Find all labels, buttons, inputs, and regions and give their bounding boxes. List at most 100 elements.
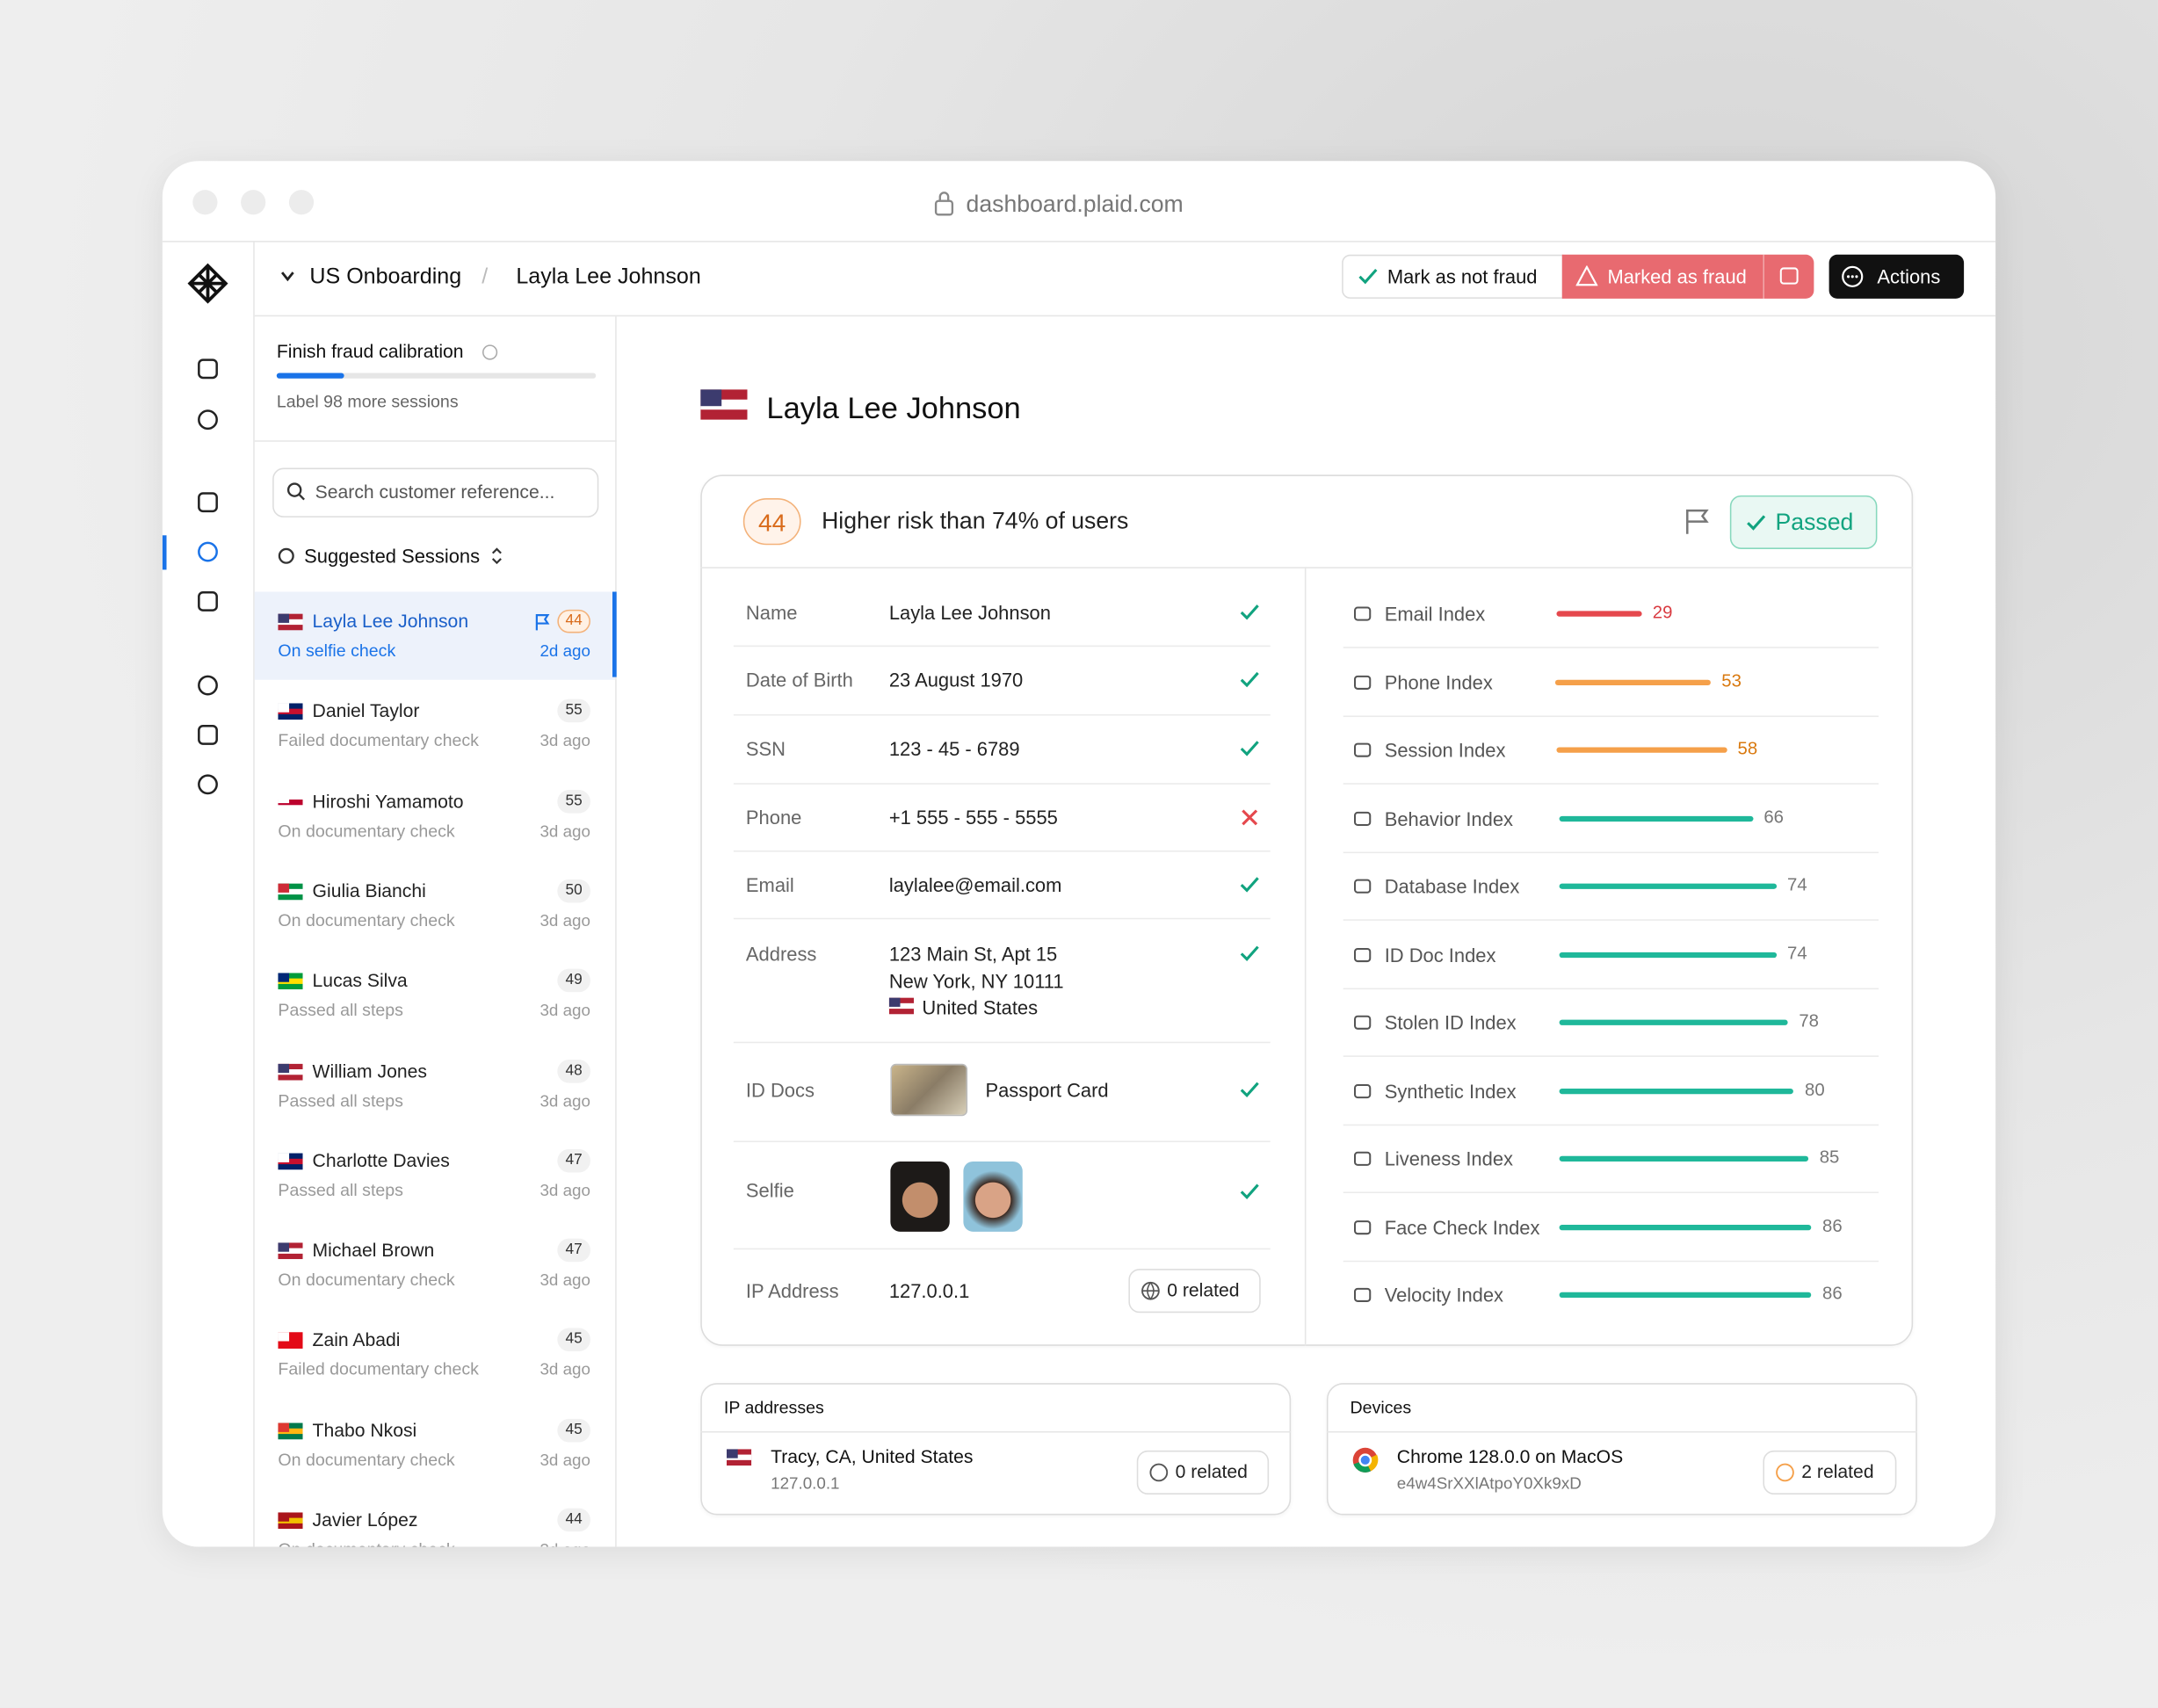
flag-icon bbox=[278, 1422, 303, 1439]
session-name: Daniel Taylor bbox=[312, 700, 420, 722]
progress-fill bbox=[276, 373, 344, 379]
session-score: 50 bbox=[565, 881, 583, 899]
session-item[interactable] bbox=[255, 1041, 615, 1129]
risk-text: Higher risk than 74% of users bbox=[822, 507, 1129, 534]
check-icon bbox=[1240, 671, 1259, 688]
session-item[interactable] bbox=[255, 771, 615, 859]
search-input[interactable] bbox=[272, 467, 599, 517]
session-item[interactable] bbox=[255, 1131, 615, 1219]
divider bbox=[1343, 647, 1879, 648]
session-score: 45 bbox=[565, 1331, 583, 1349]
chevron-icon bbox=[280, 271, 294, 282]
session-item[interactable] bbox=[255, 1220, 615, 1308]
session-time: 3d ago bbox=[540, 1000, 590, 1020]
session-name: Thabo Nkosi bbox=[312, 1419, 417, 1441]
score-badge bbox=[557, 968, 590, 993]
risk-score: 44 bbox=[758, 509, 786, 537]
score-badge bbox=[557, 879, 590, 903]
session-score: 49 bbox=[565, 972, 583, 988]
related-button[interactable] bbox=[1136, 1450, 1270, 1495]
info-card bbox=[700, 1383, 1292, 1516]
session-status: On documentary check bbox=[278, 1450, 455, 1470]
index-bar bbox=[1559, 1292, 1812, 1299]
divider bbox=[733, 917, 1271, 920]
score-badge bbox=[557, 609, 590, 633]
session-name: Giulia Bianchi bbox=[312, 880, 426, 901]
suggested-icon bbox=[278, 547, 294, 564]
field-value: 123 Main St, Apt 15 bbox=[888, 942, 1058, 965]
field-label: ID Docs bbox=[745, 1078, 815, 1102]
index-bar bbox=[1559, 1019, 1788, 1025]
related-button[interactable] bbox=[1763, 1450, 1897, 1495]
field-label: Address bbox=[745, 942, 817, 965]
breadcrumb-separator: / bbox=[482, 265, 489, 289]
related-icon bbox=[1149, 1463, 1169, 1482]
session-item[interactable] bbox=[255, 1311, 615, 1399]
index-bar bbox=[1556, 747, 1727, 753]
session-item[interactable] bbox=[255, 1400, 615, 1488]
mark-not-fraud-button[interactable] bbox=[1342, 254, 1564, 299]
session-name: Javier López bbox=[312, 1509, 418, 1531]
check-icon bbox=[1240, 604, 1259, 620]
session-item[interactable] bbox=[255, 682, 615, 770]
field-label: IP Address bbox=[745, 1279, 839, 1302]
session-status: Passed all steps bbox=[278, 1090, 403, 1111]
flag-outline-icon bbox=[1686, 509, 1709, 534]
flag-mark-icon bbox=[535, 614, 550, 631]
nav-icon bbox=[198, 358, 218, 380]
globe-icon bbox=[1141, 1281, 1160, 1300]
calibration-title: Finish fraud calibration bbox=[276, 341, 464, 362]
divider bbox=[615, 316, 617, 1547]
session-item[interactable] bbox=[254, 591, 616, 680]
nav-icon bbox=[198, 774, 218, 795]
index-value: 74 bbox=[1787, 873, 1807, 895]
session-item[interactable] bbox=[255, 861, 615, 949]
session-item[interactable] bbox=[255, 952, 615, 1039]
field-label: Date of Birth bbox=[745, 669, 853, 691]
nav-active-marker bbox=[162, 535, 167, 570]
info-card bbox=[1326, 1383, 1917, 1516]
index-icon bbox=[1354, 1287, 1372, 1302]
check-icon bbox=[1240, 1082, 1259, 1098]
window-dot bbox=[288, 190, 315, 215]
index-label: Synthetic Index bbox=[1384, 1079, 1517, 1102]
flag-icon bbox=[700, 389, 748, 420]
divider bbox=[733, 1248, 1271, 1250]
flag-icon bbox=[278, 703, 303, 720]
check-icon bbox=[1240, 945, 1259, 961]
flag-icon bbox=[278, 1512, 303, 1530]
session-score: 55 bbox=[565, 792, 583, 809]
card-title: Devices bbox=[1350, 1398, 1412, 1418]
index-icon bbox=[1354, 1151, 1372, 1166]
divider bbox=[1343, 919, 1879, 921]
session-time: 3d ago bbox=[540, 1090, 590, 1111]
index-icon bbox=[1354, 1219, 1372, 1234]
index-icon bbox=[1354, 742, 1372, 757]
related-icon bbox=[1776, 1463, 1794, 1482]
divider bbox=[700, 567, 1914, 568]
session-status: Passed all steps bbox=[278, 1180, 403, 1200]
marked-fraud-button[interactable] bbox=[1561, 254, 1814, 299]
divider bbox=[1343, 714, 1879, 717]
field-value: 127.0.0.1 bbox=[888, 1279, 970, 1302]
session-time: 3d ago bbox=[540, 1180, 590, 1200]
index-icon bbox=[1354, 606, 1372, 621]
related-button[interactable] bbox=[1128, 1269, 1261, 1314]
selfie-thumbnail bbox=[890, 1161, 950, 1232]
card-primary: Chrome 128.0.0 on MacOS bbox=[1396, 1446, 1624, 1467]
score-badge bbox=[557, 1059, 590, 1082]
index-bar bbox=[1559, 883, 1777, 889]
nav-icon bbox=[198, 591, 218, 612]
index-label: Phone Index bbox=[1384, 670, 1493, 693]
id-doc-thumbnail bbox=[890, 1063, 968, 1117]
field-value: New York, NY 10111 bbox=[888, 969, 1064, 992]
index-value: 58 bbox=[1737, 737, 1758, 759]
related-label: 0 related bbox=[1167, 1279, 1240, 1301]
field-value: Passport Card bbox=[985, 1078, 1109, 1102]
session-score: 44 bbox=[565, 612, 583, 629]
index-label: Velocity Index bbox=[1384, 1284, 1504, 1306]
card-primary: Tracy, CA, United States bbox=[771, 1446, 974, 1467]
index-value: 74 bbox=[1787, 942, 1807, 963]
score-badge bbox=[557, 699, 590, 723]
